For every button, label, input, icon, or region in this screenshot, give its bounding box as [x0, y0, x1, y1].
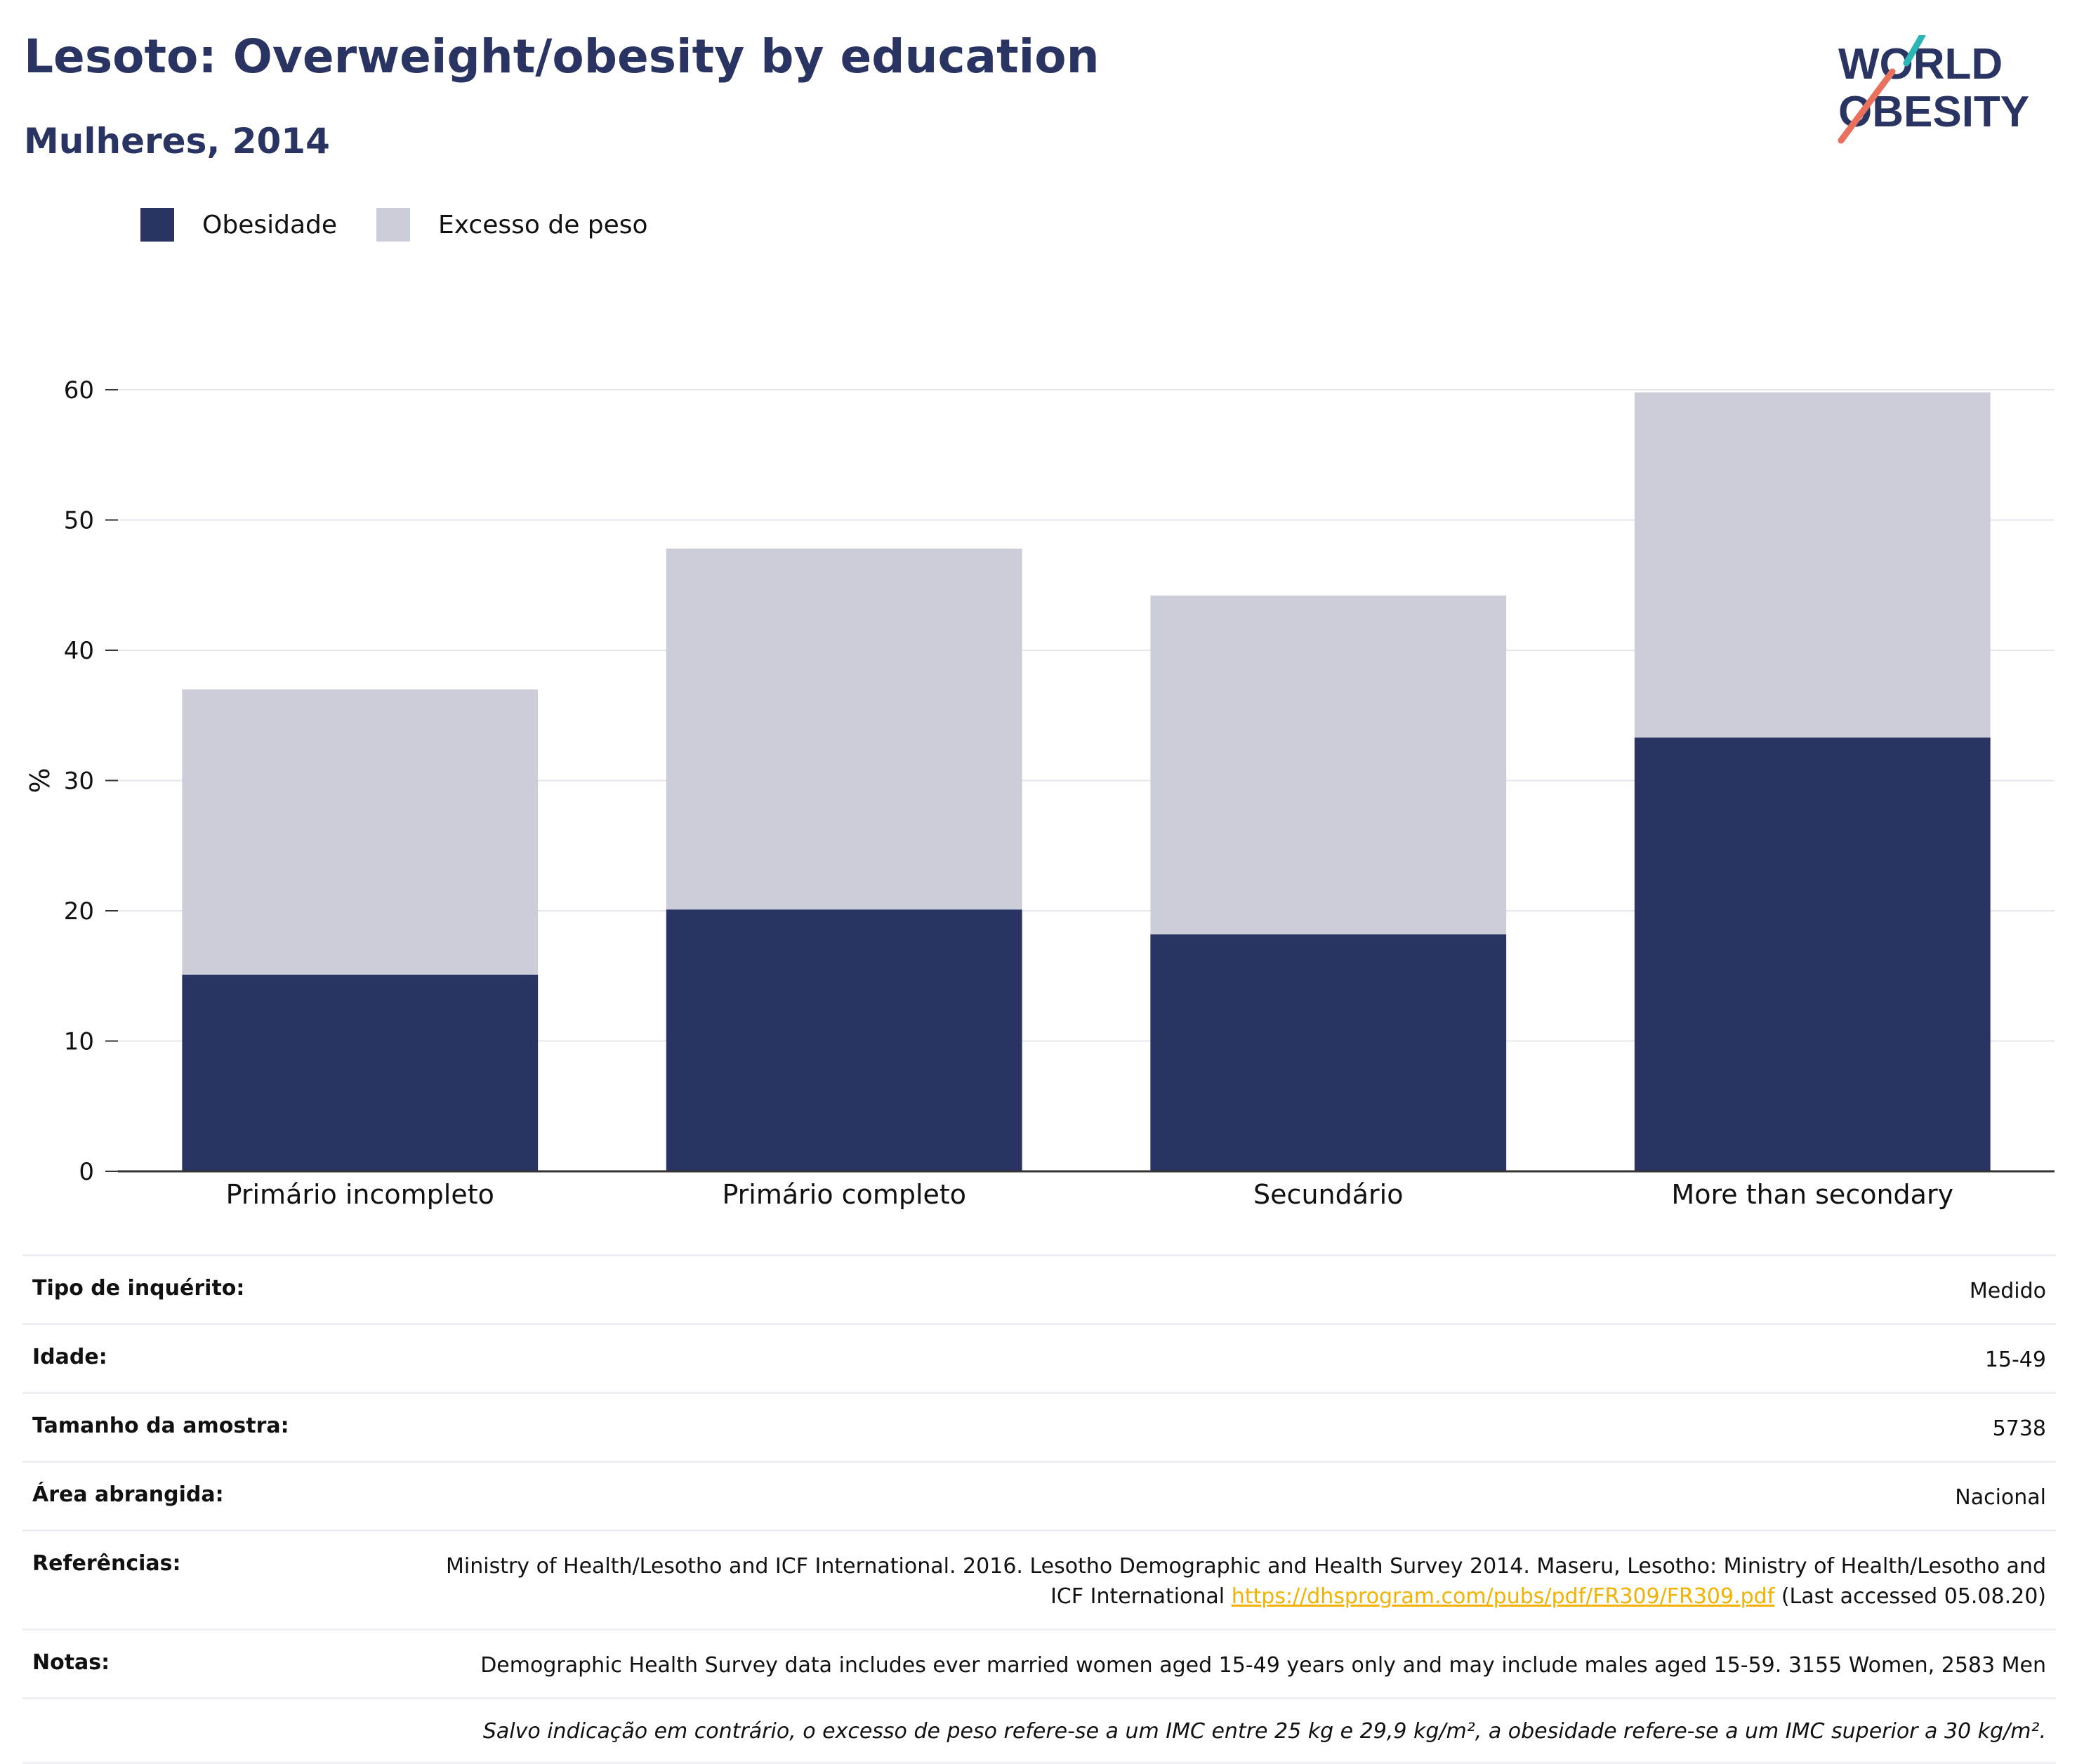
legend-swatch-overweight: [376, 208, 411, 242]
info-row-area: Área abrangida: Nacional: [22, 1461, 2056, 1529]
x-tick-label: Secundário: [1253, 1179, 1403, 1210]
y-tick-label: 0: [79, 1158, 94, 1186]
y-tick-label: 30: [64, 768, 94, 796]
x-tick-label: Primário completo: [722, 1179, 966, 1210]
references-value: Ministry of Health/Lesotho and ICF Inter…: [431, 1551, 2046, 1612]
bar-obesity: [182, 974, 539, 1171]
notes-label: Notas:: [32, 1650, 110, 1675]
bar-chart: 0 10 20 30 40 50 60% Primário incompleto Primári…: [25, 376, 2055, 1210]
bar-obesity: [1634, 737, 1991, 1171]
survey-type-label: Tipo de inquérito:: [32, 1276, 245, 1301]
references-text: Ministry of Health/Lesotho and ICF Inter…: [446, 1554, 2046, 1609]
age-label: Idade:: [32, 1345, 107, 1369]
bar-overweight: [666, 548, 1022, 910]
footnote: Salvo indicação em contrário, o excesso …: [22, 1697, 2056, 1764]
logo-word-1: WORLD: [1838, 40, 2003, 88]
legend-item-obesity[interactable]: Obesidade: [140, 208, 337, 242]
x-tick-label: More than secondary: [1671, 1179, 1953, 1210]
x-tick-label: Primário incompleto: [226, 1179, 494, 1210]
area-label: Área abrangida:: [32, 1482, 224, 1507]
bar-obesity: [1150, 934, 1507, 1171]
references-accessed: (Last accessed 05.08.20): [1781, 1584, 2046, 1609]
y-axis-label: %: [25, 768, 55, 793]
legend-item-overweight[interactable]: Excesso de peso: [376, 208, 648, 242]
sample-size-value: 5738: [1992, 1416, 2046, 1441]
logo-accent-coral: [1838, 68, 1896, 144]
bar-overweight: [1150, 595, 1507, 935]
y-tick-label: 20: [64, 897, 94, 926]
logo-word-2: OBESITY: [1838, 88, 2029, 136]
references-link[interactable]: https://dhsprogram.com/pubs/pdf/FR309/FR…: [1231, 1584, 1775, 1609]
notes-value: Demographic Health Survey data includes …: [480, 1653, 2046, 1678]
legend-label-obesity: Obesidade: [202, 210, 338, 239]
info-row-references: Referências: Ministry of Health/Lesotho …: [22, 1529, 2056, 1628]
sample-size-label: Tamanho da amostra:: [32, 1414, 289, 1438]
area-value: Nacional: [1955, 1485, 2046, 1510]
bar-overweight: [1634, 392, 1991, 738]
age-value: 15-49: [1984, 1348, 2046, 1372]
info-row-notes: Notas: Demographic Health Survey data in…: [22, 1628, 2056, 1697]
y-tick-label: 50: [64, 507, 94, 535]
y-tick-label: 10: [64, 1028, 94, 1056]
info-row-sample-size: Tamanho da amostra: 5738: [22, 1392, 2056, 1461]
bar-obesity: [666, 909, 1022, 1171]
legend-swatch-obesity: [140, 208, 174, 242]
survey-type-value: Medido: [1969, 1279, 2046, 1303]
world-obesity-logo[interactable]: WORLD OBESITY: [1826, 35, 2057, 147]
y-tick-label: 40: [64, 637, 94, 665]
y-tick-label: 60: [64, 376, 94, 404]
chart-title: Lesoto: Overweight/obesity by education: [24, 29, 1100, 84]
survey-info-table: Tipo de inquérito: Medido Idade: 15-49 T…: [22, 1254, 2056, 1764]
info-row-age: Idade: 15-49: [22, 1323, 2056, 1392]
legend-label-overweight: Excesso de peso: [438, 210, 648, 239]
chart-legend: Obesidade Excesso de peso: [140, 208, 687, 242]
info-row-survey-type: Tipo de inquérito: Medido: [22, 1254, 2056, 1323]
references-label: Referências:: [32, 1551, 181, 1576]
chart-subtitle: Mulheres, 2014: [24, 121, 330, 162]
logo-accent-teal: [1903, 35, 1926, 67]
bar-overweight: [182, 689, 539, 975]
